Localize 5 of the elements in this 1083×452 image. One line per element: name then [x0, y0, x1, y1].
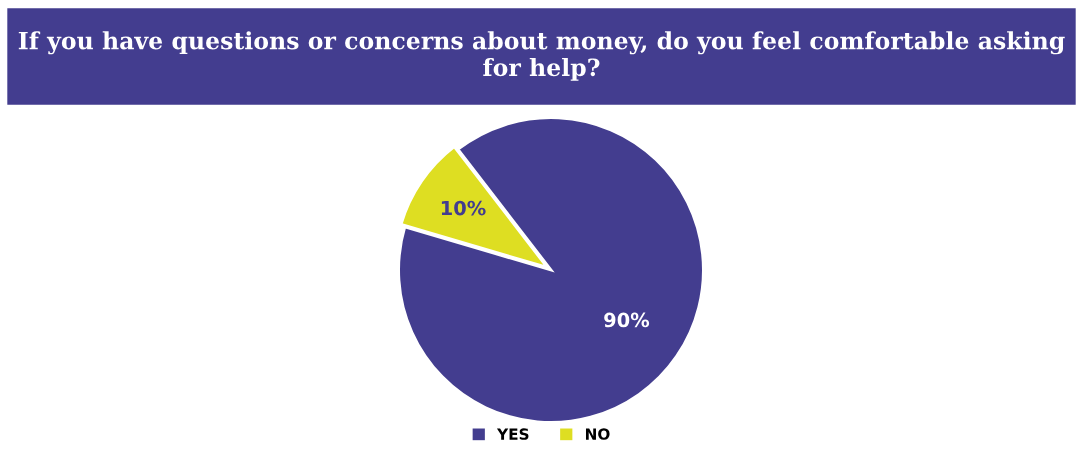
data-label: 90% — [604, 312, 650, 328]
chart-title: If you have questions or concerns about money, do you feel comfortable asking for help? — [18, 31, 1065, 81]
legend-label: YES — [496, 428, 529, 440]
legend-label: NO — [585, 428, 610, 440]
data-label: 10% — [441, 200, 486, 216]
